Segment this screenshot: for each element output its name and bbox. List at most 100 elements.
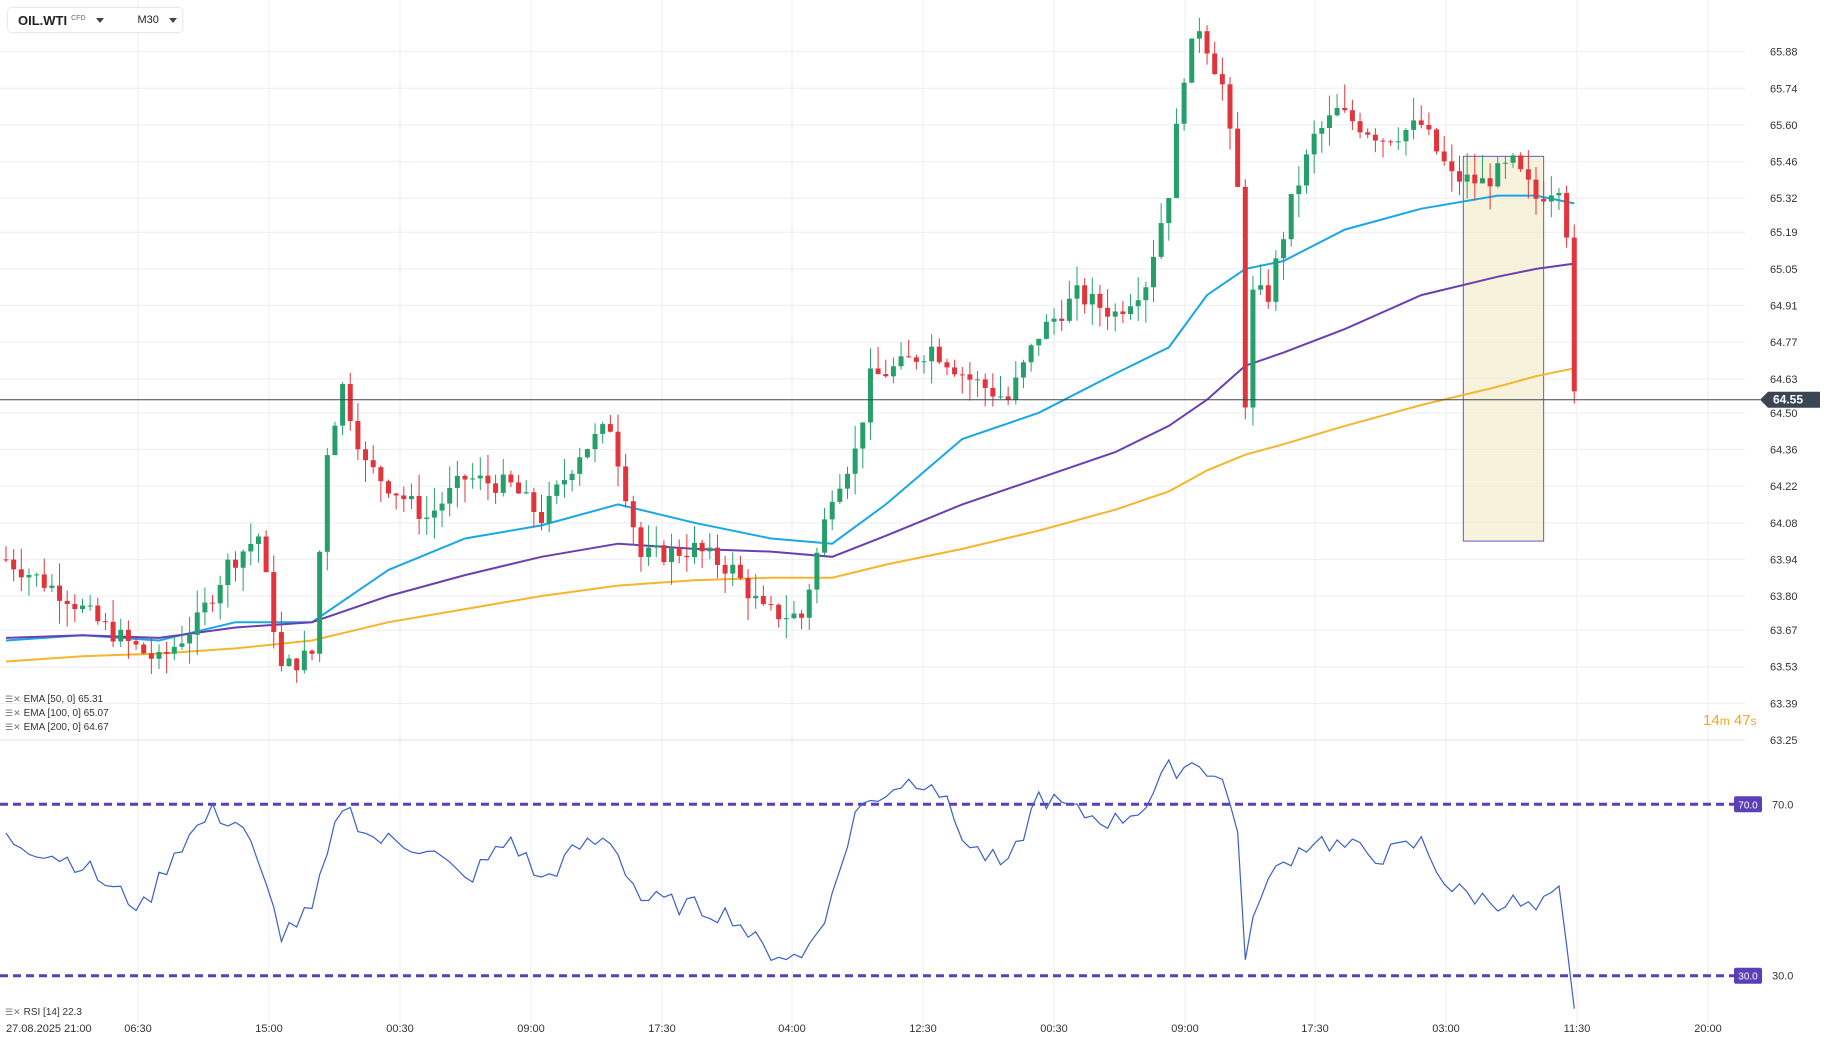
ema-50-legend[interactable]: ☰✕ EMA [50, 0] 65.31 (5, 694, 103, 705)
candle[interactable] (95, 597, 101, 625)
candle[interactable] (1281, 231, 1287, 281)
candle[interactable] (676, 539, 682, 564)
candle[interactable] (64, 590, 70, 627)
candle[interactable] (638, 521, 644, 572)
candle[interactable] (1372, 128, 1378, 153)
settings-icon[interactable]: ☰✕ (5, 708, 21, 718)
candle[interactable] (225, 553, 231, 608)
candle[interactable] (952, 359, 958, 377)
candle[interactable] (1334, 93, 1340, 117)
candle[interactable] (753, 574, 759, 609)
candle[interactable] (1288, 193, 1294, 247)
candle[interactable] (1418, 105, 1424, 129)
candle[interactable] (393, 492, 399, 510)
candle[interactable] (1457, 155, 1462, 196)
candle[interactable] (1143, 281, 1149, 323)
candle[interactable] (722, 555, 728, 594)
candle[interactable] (263, 530, 269, 573)
candle[interactable] (913, 354, 919, 370)
candle[interactable] (523, 480, 529, 495)
ema-200-legend[interactable]: ☰✕ EMA [200, 0] 64.67 (5, 722, 109, 733)
candle[interactable] (653, 526, 659, 558)
candle[interactable] (929, 334, 935, 384)
candle[interactable] (72, 594, 78, 623)
candle[interactable] (1403, 128, 1409, 156)
candle[interactable] (1273, 250, 1279, 311)
candle[interactable] (1265, 269, 1271, 309)
candle[interactable] (202, 587, 208, 626)
candle[interactable] (829, 490, 835, 531)
candle[interactable] (141, 642, 147, 655)
candle[interactable] (768, 596, 774, 611)
candle[interactable] (355, 403, 361, 460)
candle[interactable] (699, 539, 705, 569)
settings-icon[interactable]: ☰✕ (5, 722, 21, 732)
candle[interactable] (745, 569, 751, 621)
candle[interactable] (309, 649, 315, 661)
candle[interactable] (569, 470, 575, 492)
candle[interactable] (852, 425, 858, 495)
candle[interactable] (531, 487, 537, 528)
candle[interactable] (363, 441, 369, 483)
candle[interactable] (332, 421, 338, 456)
candle[interactable] (1487, 163, 1493, 210)
candle[interactable] (1564, 185, 1570, 248)
candle[interactable] (1319, 121, 1325, 153)
candle[interactable] (18, 548, 24, 592)
candle[interactable] (1250, 275, 1256, 426)
candle[interactable] (118, 618, 124, 648)
candle[interactable] (1533, 167, 1539, 215)
candle[interactable] (401, 486, 407, 512)
candle[interactable] (944, 358, 950, 376)
candle[interactable] (49, 574, 55, 593)
candle[interactable] (998, 375, 1003, 400)
candle[interactable] (561, 458, 567, 498)
chevron-down-icon[interactable] (168, 17, 177, 23)
candle[interactable] (990, 373, 996, 407)
highlight-rectangle[interactable] (1462, 155, 1545, 542)
candle[interactable] (1365, 128, 1371, 139)
candle[interactable] (1395, 127, 1401, 150)
candle[interactable] (1326, 95, 1332, 146)
candle[interactable] (102, 612, 108, 630)
candle[interactable] (1089, 277, 1095, 325)
candle[interactable] (171, 636, 177, 660)
candle[interactable] (87, 595, 93, 612)
candle[interactable] (347, 372, 353, 431)
candle[interactable] (867, 348, 873, 441)
symbol-selector[interactable]: OIL.WTI CFD M30 (8, 8, 182, 32)
candle[interactable] (80, 598, 85, 614)
candle[interactable] (3, 546, 9, 563)
candle[interactable] (26, 568, 32, 596)
candle[interactable] (791, 600, 797, 620)
rsi-legend[interactable]: ☰✕ RSI [14] 22.3 (5, 1007, 82, 1018)
candle[interactable] (286, 654, 292, 667)
candle[interactable] (1219, 57, 1225, 101)
candle[interactable] (125, 620, 131, 659)
candle[interactable] (799, 609, 805, 630)
ema-line[interactable] (5, 262, 1575, 639)
candle[interactable] (1166, 197, 1172, 241)
candle[interactable] (669, 533, 675, 585)
candle[interactable] (217, 575, 223, 620)
candle[interactable] (959, 366, 965, 394)
candle[interactable] (975, 370, 981, 398)
candle[interactable] (278, 611, 284, 672)
candle[interactable] (1464, 153, 1470, 199)
candle[interactable] (1472, 154, 1478, 201)
candle[interactable] (1005, 386, 1011, 406)
candle[interactable] (424, 496, 430, 535)
candle[interactable] (730, 552, 736, 586)
candle[interactable] (255, 533, 261, 563)
candle[interactable] (34, 572, 40, 587)
candle[interactable] (783, 595, 789, 639)
candle[interactable] (1311, 120, 1317, 174)
candle[interactable] (431, 487, 437, 539)
candle[interactable] (1204, 25, 1210, 65)
candle[interactable] (600, 421, 606, 444)
candle[interactable] (1571, 224, 1577, 404)
candle[interactable] (1051, 308, 1057, 335)
candle[interactable] (577, 447, 583, 486)
candle[interactable] (416, 474, 422, 535)
candle[interactable] (806, 583, 812, 631)
